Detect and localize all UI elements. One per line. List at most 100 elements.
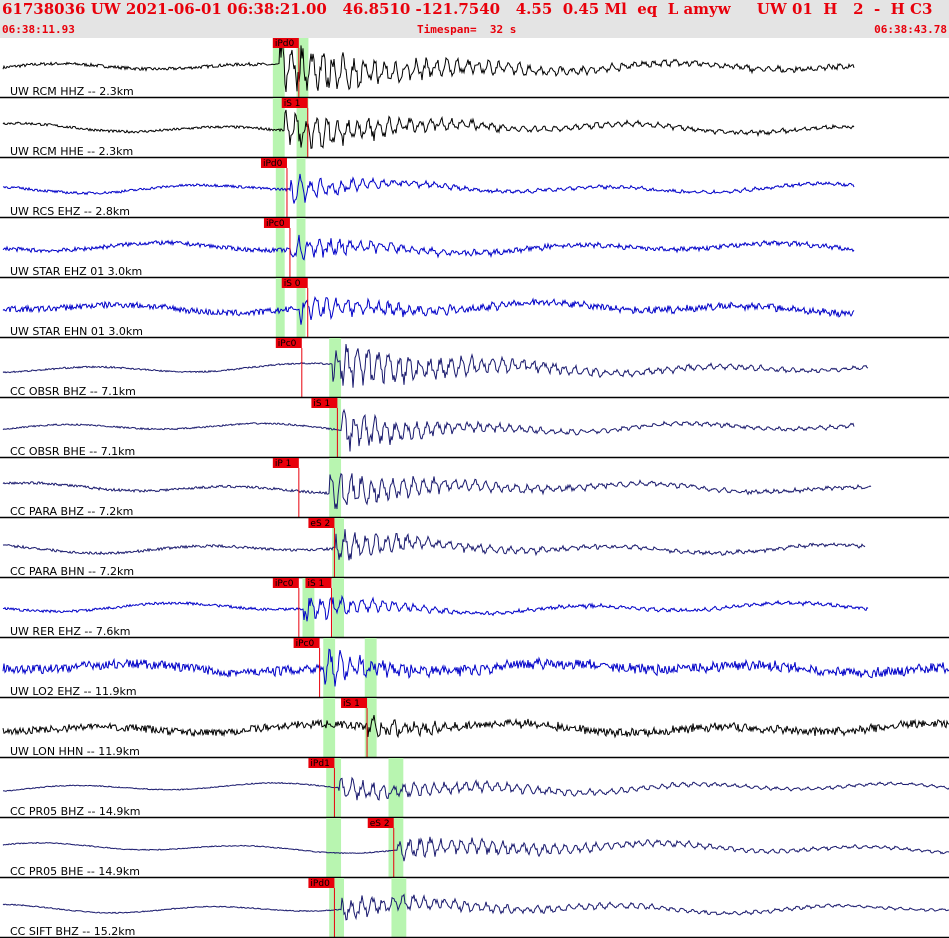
time-window [272, 38, 285, 98]
station-label: UW RCS EHZ -- 2.8km [10, 205, 130, 218]
station-label: CC OBSR BHZ -- 7.1km [10, 385, 136, 398]
pick-flag[interactable] [308, 878, 335, 888]
pick-flag[interactable] [281, 278, 308, 288]
station-label: CC PR05 BHZ -- 14.9km [10, 805, 141, 818]
pick-label: iS 1 [307, 579, 324, 589]
trace-row[interactable]: eS 2 CC PARA BHN -- 7.2km [0, 518, 949, 579]
time-window [296, 218, 306, 278]
time-window [329, 338, 342, 398]
trace-row[interactable]: iPc0 UW LO2 EHZ -- 11.9km [0, 638, 949, 699]
trace-row[interactable]: iPd0 UW RCM HHZ -- 2.3km [0, 38, 949, 99]
waveform [2, 40, 855, 93]
time-window [323, 698, 336, 758]
waveform [2, 893, 949, 921]
station-label: UW RER EHZ -- 7.6km [10, 625, 130, 638]
time-window [323, 638, 336, 698]
waveform [2, 109, 855, 149]
pick-label: iPd0 [263, 159, 283, 169]
pick-label: iPd1 [310, 759, 329, 769]
pick-flag[interactable] [293, 638, 320, 648]
waveform [2, 296, 855, 325]
station-label: UW STAR EHN 01 3.0km [10, 325, 143, 338]
pick-flag[interactable] [263, 218, 290, 228]
time-window [296, 98, 309, 158]
event-title: 61738036 UW 2021-06-01 06:38:21.00 46.85… [2, 0, 949, 18]
waveform [2, 173, 855, 204]
trace-row[interactable]: iPd0 UW RCS EHZ -- 2.8km [0, 158, 949, 219]
waveform [2, 715, 949, 739]
station-label: UW LON HHN -- 11.9km [10, 745, 140, 758]
start-time: 06:38:11.93 [2, 23, 75, 36]
pick-label: iPc0 [266, 219, 285, 229]
time-window [275, 278, 285, 338]
time-window [329, 878, 345, 938]
pick-label: eS 2 [310, 519, 330, 529]
header-bar: 61738036 UW 2021-06-01 06:38:21.00 46.85… [0, 0, 949, 38]
station-label: CC OBSR BHE -- 7.1km [10, 445, 135, 458]
waveform [2, 529, 866, 561]
trace-row[interactable]: iPc0 CC OBSR BHZ -- 7.1km [0, 338, 949, 399]
pick-label: iS 1 [343, 699, 360, 709]
waveform [2, 234, 855, 261]
pick-flag[interactable] [305, 578, 332, 588]
pick-label: iPc0 [296, 639, 315, 649]
pick-flag[interactable] [311, 398, 338, 408]
waveform [2, 648, 949, 687]
pick-flag[interactable] [341, 698, 368, 708]
pick-label: iPd0 [310, 879, 330, 889]
waveform [2, 408, 855, 452]
trace-row[interactable]: iS 0 UW STAR EHN 01 3.0km [0, 278, 949, 339]
station-label: UW RCM HHE -- 2.3km [10, 145, 133, 158]
waveform [2, 343, 869, 388]
trace-panel[interactable]: iPd0 UW RCM HHZ -- 2.3km iS 1 UW RCM HHE --… [0, 38, 949, 938]
pick-flag[interactable] [260, 158, 287, 168]
pick-flag[interactable] [367, 818, 394, 828]
pick-flag[interactable] [308, 518, 335, 528]
end-time: 06:38:43.78 [874, 23, 947, 36]
pick-label: iS 1 [284, 99, 301, 109]
station-label: UW RCM HHZ -- 2.3km [10, 85, 134, 98]
pick-flag[interactable] [272, 458, 299, 468]
pick-label: eS 2 [370, 819, 390, 829]
pick-flag[interactable] [281, 98, 308, 108]
station-label: CC PARA BHZ -- 7.2km [10, 505, 133, 518]
time-window [326, 818, 342, 878]
station-label: UW STAR EHZ 01 3.0km [10, 265, 142, 278]
pick-flag[interactable] [308, 758, 335, 768]
station-label: CC PARA BHN -- 7.2km [10, 565, 134, 578]
time-window [329, 398, 342, 458]
time-window [296, 278, 306, 338]
pick-flag[interactable] [272, 38, 299, 48]
trace-row[interactable]: iS 1 CC OBSR BHE -- 7.1km [0, 398, 949, 459]
pick-flag[interactable] [272, 578, 299, 588]
pick-label: iPc0 [275, 579, 294, 589]
time-window [275, 158, 285, 218]
trace-row[interactable]: eS 2 CC PR05 BHE -- 14.9km [0, 818, 949, 879]
time-window [329, 458, 342, 518]
station-label: CC SIFT BHZ -- 15.2km [10, 925, 135, 938]
trace-row[interactable]: iPd1 CC PR05 BHZ -- 14.9km [0, 758, 949, 819]
trace-row[interactable]: iPc0 iS 1 UW RER EHZ -- 7.6km [0, 578, 949, 639]
time-window [296, 158, 306, 218]
trace-row[interactable]: iPc0 UW STAR EHZ 01 3.0km [0, 218, 949, 279]
waveform [2, 594, 869, 622]
waveform [2, 836, 949, 862]
pick-label: iP 1 [275, 459, 292, 469]
trace-row[interactable]: iS 1 UW RCM HHE -- 2.3km [0, 98, 949, 159]
waveform [2, 472, 872, 510]
time-window [272, 98, 285, 158]
station-label: CC PR05 BHE -- 14.9km [10, 865, 140, 878]
timespan-label: Timespan= 32 s [417, 23, 517, 36]
pick-label: iPd0 [275, 39, 295, 49]
pick-label: iS 1 [313, 399, 330, 409]
pick-label: iPc0 [278, 339, 297, 349]
station-label: UW LO2 EHZ -- 11.9km [10, 685, 137, 698]
waveform [2, 776, 949, 801]
pick-flag[interactable] [275, 338, 302, 348]
trace-row[interactable]: iPd0 CC SIFT BHZ -- 15.2km [0, 878, 949, 938]
trace-row[interactable]: iS 1 UW LON HHN -- 11.9km [0, 698, 949, 759]
pick-label: iS 0 [284, 279, 301, 289]
trace-row[interactable]: iP 1 CC PARA BHZ -- 7.2km [0, 458, 949, 519]
time-window [332, 518, 345, 578]
